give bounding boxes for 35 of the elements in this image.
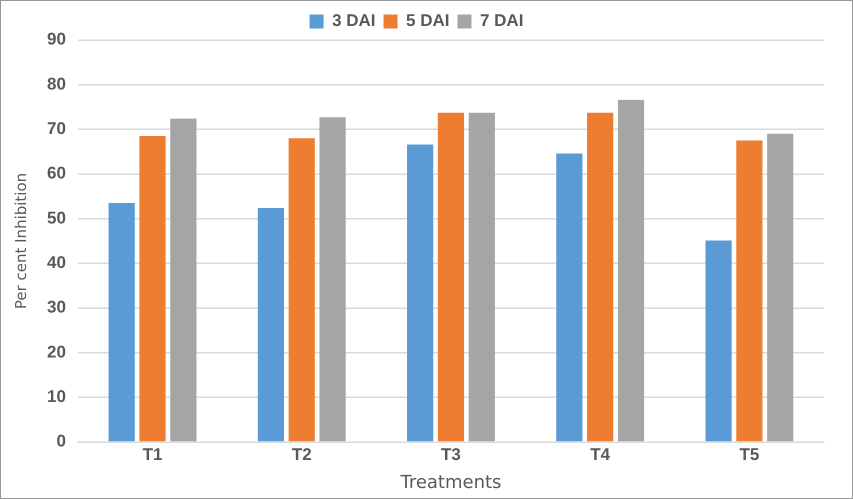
- bar: [468, 112, 495, 442]
- y-tick-label: 80: [46, 74, 66, 94]
- x-axis-title: Treatments: [399, 472, 502, 493]
- y-tick-label: 20: [46, 342, 66, 362]
- bar: [407, 144, 434, 442]
- y-tick-label: 60: [46, 164, 66, 183]
- bar: [438, 112, 464, 442]
- x-tick-label: T2: [292, 444, 312, 464]
- y-tick-label: 0: [56, 432, 66, 451]
- y-tick-label: 50: [46, 208, 66, 228]
- bar: [319, 117, 346, 442]
- x-tick-label: T5: [739, 444, 760, 464]
- legend-label: 3 DAI: [332, 11, 376, 30]
- y-axis-title: Per cent Inhibition: [12, 172, 30, 310]
- y-tick-label: 70: [46, 119, 66, 138]
- bar: [618, 100, 644, 442]
- y-tick-label: 90: [46, 30, 66, 49]
- bar: [139, 136, 166, 442]
- bar: [556, 153, 582, 442]
- bar: [736, 140, 762, 442]
- bar: [258, 208, 284, 442]
- legend-label: 7 DAI: [480, 11, 524, 30]
- bar: [170, 118, 196, 442]
- x-tick-label: T1: [142, 444, 162, 464]
- bar: [108, 203, 135, 442]
- bar: [288, 138, 315, 442]
- bar: [705, 240, 732, 442]
- y-tick-label: 40: [46, 253, 66, 272]
- x-tick-label: T3: [441, 444, 461, 464]
- bar: [767, 134, 794, 442]
- legend-label: 5 DAI: [406, 11, 450, 30]
- bar: [587, 112, 614, 442]
- y-tick-label: 10: [46, 387, 66, 406]
- y-tick-label: 30: [46, 298, 66, 317]
- x-tick-label: T4: [590, 444, 611, 464]
